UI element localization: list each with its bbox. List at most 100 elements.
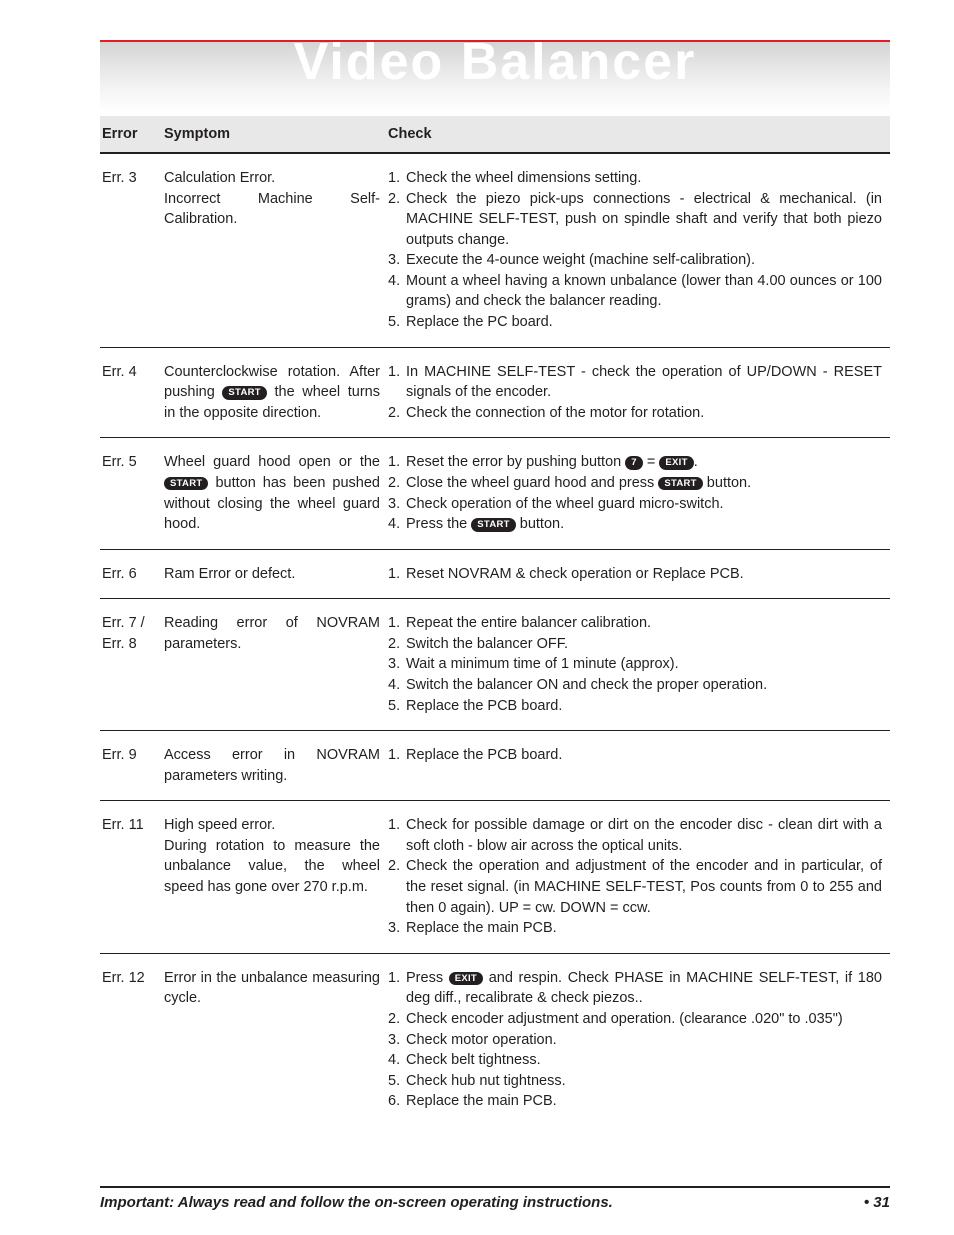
check-step: 1.In MACHINE SELF-TEST - check the opera… — [388, 362, 882, 403]
seven-button-icon: 7 — [625, 456, 643, 470]
symptom-cell: Ram Error or defect. — [164, 549, 388, 599]
check-step-text: Check motor operation. — [406, 1030, 882, 1051]
check-step-number: 3. — [388, 250, 406, 271]
check-step-text: Press EXIT and respin. Check PHASE in MA… — [406, 968, 882, 1009]
error-code: Err. 4 — [100, 347, 164, 438]
check-step-text: Replace the main PCB. — [406, 1091, 882, 1112]
check-step: 5.Replace the PCB board. — [388, 696, 882, 717]
check-step-number: 1. — [388, 168, 406, 189]
check-step: 1.Check for possible damage or dirt on t… — [388, 815, 882, 856]
error-table: Error Symptom Check Err. 3Calculation Er… — [100, 116, 890, 1126]
table-row: Err. 12Error in the unbalance measuring … — [100, 953, 890, 1126]
check-step-text: Close the wheel guard hood and press STA… — [406, 473, 882, 494]
check-step: 1.Reset NOVRAM & check operation or Repl… — [388, 564, 882, 585]
check-step: 1.Replace the PCB board. — [388, 745, 882, 766]
error-code: Err. 7 /Err. 8 — [100, 599, 164, 731]
check-step-number: 2. — [388, 403, 406, 424]
check-step-number: 1. — [388, 815, 406, 856]
check-step-number: 2. — [388, 189, 406, 251]
error-code: Err. 9 — [100, 731, 164, 801]
check-cell: 1.Press EXIT and respin. Check PHASE in … — [388, 953, 890, 1126]
check-step-text: In MACHINE SELF-TEST - check the operati… — [406, 362, 882, 403]
check-step-number: 5. — [388, 696, 406, 717]
check-cell: 1.Check the wheel dimensions setting.2.C… — [388, 153, 890, 347]
check-step-text: Replace the PC board. — [406, 312, 882, 333]
check-step: 3.Check motor operation. — [388, 1030, 882, 1051]
check-step: 2.Check encoder adjustment and operation… — [388, 1009, 882, 1030]
check-step-text: Check for possible damage or dirt on the… — [406, 815, 882, 856]
check-step-text: Check belt tightness. — [406, 1050, 882, 1071]
check-step: 5.Replace the PC board. — [388, 312, 882, 333]
check-cell: 1.Repeat the entire balancer calibration… — [388, 599, 890, 731]
footer: Important: Always read and follow the on… — [100, 1188, 890, 1211]
symptom-cell: Calculation Error.Incorrect Machine Self… — [164, 153, 388, 347]
symptom-cell: Counterclockwise rotation. After pushing… — [164, 347, 388, 438]
check-step: 1.Reset the error by pushing button 7 = … — [388, 452, 882, 473]
check-cell: 1.Reset the error by pushing button 7 = … — [388, 438, 890, 549]
check-step: 3.Check operation of the wheel guard mic… — [388, 494, 882, 515]
error-code: Err. 6 — [100, 549, 164, 599]
check-step-text: Press the START button. — [406, 514, 882, 535]
check-step: 3.Execute the 4-ounce weight (machine se… — [388, 250, 882, 271]
check-step-text: Reset NOVRAM & check operation or Replac… — [406, 564, 882, 585]
check-step-text: Wait a minimum time of 1 minute (approx)… — [406, 654, 882, 675]
table-row: Err. 4Counterclockwise rotation. After p… — [100, 347, 890, 438]
footer-page-number: • 31 — [864, 1194, 890, 1211]
check-step: 4.Check belt tightness. — [388, 1050, 882, 1071]
check-step-number: 2. — [388, 634, 406, 655]
check-step-number: 1. — [388, 613, 406, 634]
check-step-text: Execute the 4-ounce weight (machine self… — [406, 250, 882, 271]
symptom-cell: Access error in NOVRAM parameters writin… — [164, 731, 388, 801]
check-step-number: 4. — [388, 675, 406, 696]
table-row: Err. 7 /Err. 8Reading error of NOVRAM pa… — [100, 599, 890, 731]
check-step: 5.Check hub nut tightness. — [388, 1071, 882, 1092]
check-step-text: Mount a wheel having a known unbalance (… — [406, 271, 882, 312]
check-step: 2.Switch the balancer OFF. — [388, 634, 882, 655]
start-button-icon: START — [471, 518, 515, 532]
check-step-text: Check the operation and adjustment of th… — [406, 856, 882, 918]
check-step-number: 4. — [388, 514, 406, 535]
table-row: Err. 9Access error in NOVRAM parameters … — [100, 731, 890, 801]
check-step-number: 4. — [388, 1050, 406, 1071]
check-step-text: Check operation of the wheel guard micro… — [406, 494, 882, 515]
error-code: Err. 5 — [100, 438, 164, 549]
check-step: 2.Check the connection of the motor for … — [388, 403, 882, 424]
exit-button-icon: EXIT — [659, 456, 693, 470]
check-step: 2.Check the operation and adjustment of … — [388, 856, 882, 918]
check-step: 4.Mount a wheel having a known unbalance… — [388, 271, 882, 312]
check-step-number: 5. — [388, 1071, 406, 1092]
error-code: Err. 12 — [100, 953, 164, 1126]
check-step: 4.Switch the balancer ON and check the p… — [388, 675, 882, 696]
check-step-number: 3. — [388, 1030, 406, 1051]
check-step: 2.Check the piezo pick-ups connections -… — [388, 189, 882, 251]
check-step-text: Check the wheel dimensions setting. — [406, 168, 882, 189]
table-body: Err. 3Calculation Error.Incorrect Machin… — [100, 153, 890, 1126]
check-step: 1.Repeat the entire balancer calibration… — [388, 613, 882, 634]
check-step-text: Check hub nut tightness. — [406, 1071, 882, 1092]
footer-note: Important: Always read and follow the on… — [100, 1194, 613, 1211]
check-step-number: 3. — [388, 918, 406, 939]
check-cell: 1.In MACHINE SELF-TEST - check the opera… — [388, 347, 890, 438]
symptom-cell: Error in the unbalance measuring cycle. — [164, 953, 388, 1126]
table-row: Err. 5Wheel guard hood open or the START… — [100, 438, 890, 549]
check-step-number: 1. — [388, 362, 406, 403]
table-header-row: Error Symptom Check — [100, 116, 890, 153]
check-step-number: 6. — [388, 1091, 406, 1112]
check-step-number: 1. — [388, 564, 406, 585]
check-step-text: Check the piezo pick-ups connections - e… — [406, 189, 882, 251]
check-step: 6.Replace the main PCB. — [388, 1091, 882, 1112]
check-step-text: Switch the balancer OFF. — [406, 634, 882, 655]
check-cell: 1.Reset NOVRAM & check operation or Repl… — [388, 549, 890, 599]
symptom-cell: Reading error of NOVRAM parameters. — [164, 599, 388, 731]
check-step-text: Check encoder adjustment and operation. … — [406, 1009, 882, 1030]
header-symptom: Symptom — [164, 116, 388, 153]
check-step-number: 2. — [388, 473, 406, 494]
header-banner: Video Balancer — [100, 40, 890, 112]
banner-title: Video Balancer — [294, 40, 697, 88]
check-step-text: Replace the PCB board. — [406, 696, 882, 717]
start-button-icon: START — [222, 386, 266, 400]
check-step-number: 5. — [388, 312, 406, 333]
check-step: 3.Replace the main PCB. — [388, 918, 882, 939]
header-check: Check — [388, 116, 890, 153]
check-step-number: 3. — [388, 654, 406, 675]
